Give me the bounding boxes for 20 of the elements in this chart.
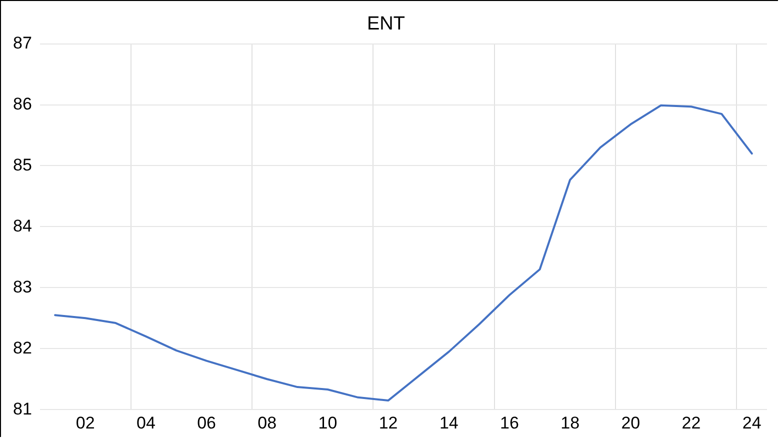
x-tick-label: 10	[318, 413, 338, 432]
chart-title: ENT	[367, 14, 406, 35]
y-tick-label: 85	[12, 155, 32, 174]
x-tick-label: 22	[682, 413, 701, 432]
x-tick-label: 04	[136, 413, 156, 432]
y-tick-label: 81	[12, 399, 32, 418]
x-tick-label: 08	[258, 413, 277, 432]
x-tick-label: 16	[500, 413, 519, 432]
x-tick-label: 20	[621, 413, 640, 432]
x-tick-label: 12	[378, 413, 398, 432]
y-tick-label: 82	[12, 338, 32, 358]
y-tick-label: 86	[12, 94, 32, 114]
y-tick-label: 87	[12, 33, 32, 52]
x-tick-label: 18	[560, 413, 580, 432]
x-tick-label: 24	[742, 413, 762, 432]
x-tick-label: 06	[197, 413, 216, 432]
x-tick-label: 02	[76, 413, 95, 432]
x-tick-label: 14	[439, 413, 458, 432]
y-tick-label: 84	[12, 216, 32, 236]
y-tick-label: 83	[12, 277, 32, 296]
